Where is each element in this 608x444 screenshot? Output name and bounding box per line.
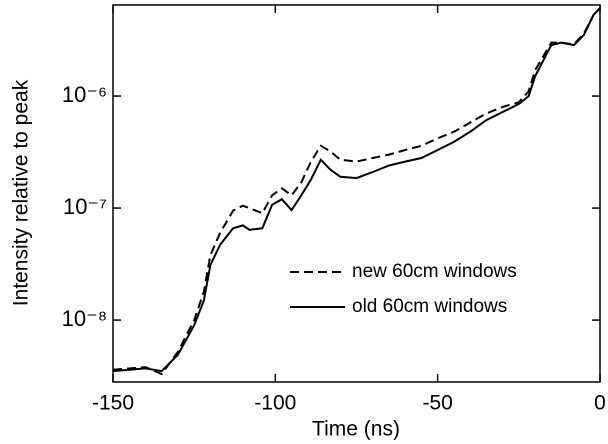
legend-label: new 60cm windows — [352, 261, 517, 282]
x-axis-label: Time (ns) — [312, 418, 400, 441]
x-tick-label: -100 — [254, 392, 296, 415]
y-axis-label: Intensity relative to peak — [10, 79, 33, 306]
y-tick-label: 10⁻⁷ — [63, 194, 107, 219]
data-line — [112, 7, 601, 376]
x-tick-label: -50 — [422, 392, 452, 415]
data-line — [112, 7, 601, 373]
x-tick-label: -150 — [92, 392, 134, 415]
x-tick-label: 0 — [594, 392, 606, 415]
y-tick-label: 10⁻⁸ — [62, 306, 107, 331]
legend-label: old 60cm windows — [352, 296, 507, 317]
y-tick-label: 10⁻⁶ — [62, 82, 107, 107]
plot-frame — [112, 4, 601, 383]
